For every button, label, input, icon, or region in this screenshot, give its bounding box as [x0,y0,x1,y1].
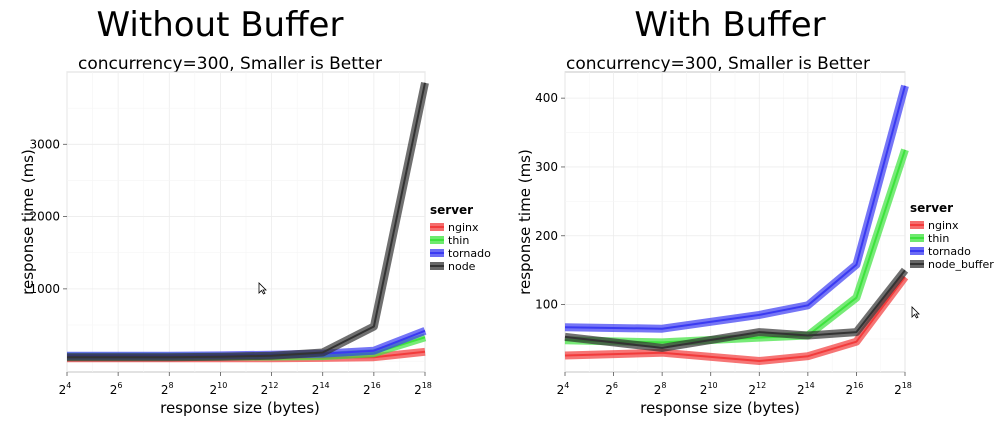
x-tick-base: 2 [261,383,269,397]
x-tick-exponent: 4 [564,381,569,390]
panel-without-buffer: Without Buffer concurrency=300, Smaller i… [19,5,491,417]
x-tick-base: 2 [654,383,662,397]
x-tick-exponent: 16 [371,381,381,390]
series-tornado [564,84,909,333]
series-node_buffer [564,267,909,352]
legend-label: thin [928,232,949,245]
x-tick-exponent: 10 [707,381,717,390]
x-tick-exponent: 14 [319,381,329,390]
legend-label: node_buffer [928,258,994,271]
legend-label: nginx [448,221,479,234]
series-line-core [564,269,906,349]
x-tick-base: 2 [700,383,708,397]
x-tick-base: 2 [894,383,902,397]
x-tick-label: 212 [261,381,279,397]
x-tick-exponent: 12 [756,381,766,390]
x-tick-label: 210 [210,381,228,397]
panel-with-buffer: With Buffer concurrency=300, Smaller is B… [516,5,994,417]
x-tick-label: 214 [312,381,330,397]
x-tick-label: 216 [363,381,381,397]
legend-title: server [910,201,953,215]
x-tick-label: 24 [557,381,570,397]
x-tick-exponent: 8 [661,381,666,390]
x-tick-base: 2 [363,383,371,397]
x-tick-base: 2 [59,383,67,397]
x-tick-base: 2 [161,383,169,397]
x-tick-exponent: 16 [853,381,863,390]
x-tick-base: 2 [605,383,613,397]
chart-title: Without Buffer [97,5,344,45]
chart-subtitle: concurrency=300, Smaller is Better [566,54,870,74]
x-tick-exponent: 4 [66,381,71,390]
series-nginx [564,274,909,365]
x-tick-base: 2 [414,383,422,397]
series-line-core [564,85,906,330]
x-tick-base: 2 [110,383,118,397]
x-tick-base: 2 [748,383,756,397]
legend-label: tornado [448,247,491,260]
series-line-core [564,276,906,362]
x-tick-base: 2 [312,383,320,397]
y-axis-label: response time (ms) [19,149,37,295]
x-tick-label: 24 [59,381,72,397]
x-tick-exponent: 18 [422,381,432,390]
legend-title: server [430,203,473,217]
legend-label: thin [448,234,469,247]
cursor-icon [258,282,267,295]
y-tick-label: 400 [535,91,558,105]
series-node [67,81,429,362]
y-tick-label: 1000 [29,282,60,296]
x-tick-exponent: 12 [268,381,278,390]
x-tick-exponent: 6 [117,381,122,390]
x-axis-label: response size (bytes) [160,399,320,417]
x-tick-base: 2 [210,383,218,397]
x-tick-exponent: 8 [169,381,174,390]
legend-label: node [448,260,476,273]
y-tick-label: 300 [535,160,558,174]
y-tick-label: 2000 [29,210,60,224]
x-tick-label: 28 [654,381,667,397]
series-line-core [67,82,426,359]
x-tick-exponent: 14 [805,381,815,390]
x-tick-base: 2 [797,383,805,397]
x-tick-exponent: 10 [217,381,227,390]
x-tick-label: 28 [161,381,174,397]
legend-label: nginx [928,219,959,232]
chart-subtitle: concurrency=300, Smaller is Better [78,54,382,74]
chart-title: With Buffer [634,5,825,45]
x-tick-label: 214 [797,381,815,397]
x-tick-label: 212 [748,381,766,397]
x-tick-label: 218 [414,381,432,397]
y-tick-label: 3000 [29,137,60,151]
x-tick-label: 210 [700,381,718,397]
x-tick-exponent: 18 [902,381,912,390]
x-tick-label: 216 [846,381,864,397]
x-axis-label: response size (bytes) [640,399,800,417]
cursor-icon [911,306,920,319]
y-tick-label: 100 [535,298,558,312]
y-tick-label: 200 [535,229,558,243]
x-tick-base: 2 [846,383,854,397]
x-tick-label: 218 [894,381,912,397]
y-axis-label: response time (ms) [516,149,534,295]
x-tick-label: 26 [605,381,618,397]
x-tick-exponent: 6 [613,381,618,390]
x-tick-label: 26 [110,381,123,397]
legend-label: tornado [928,245,971,258]
x-tick-base: 2 [557,383,565,397]
